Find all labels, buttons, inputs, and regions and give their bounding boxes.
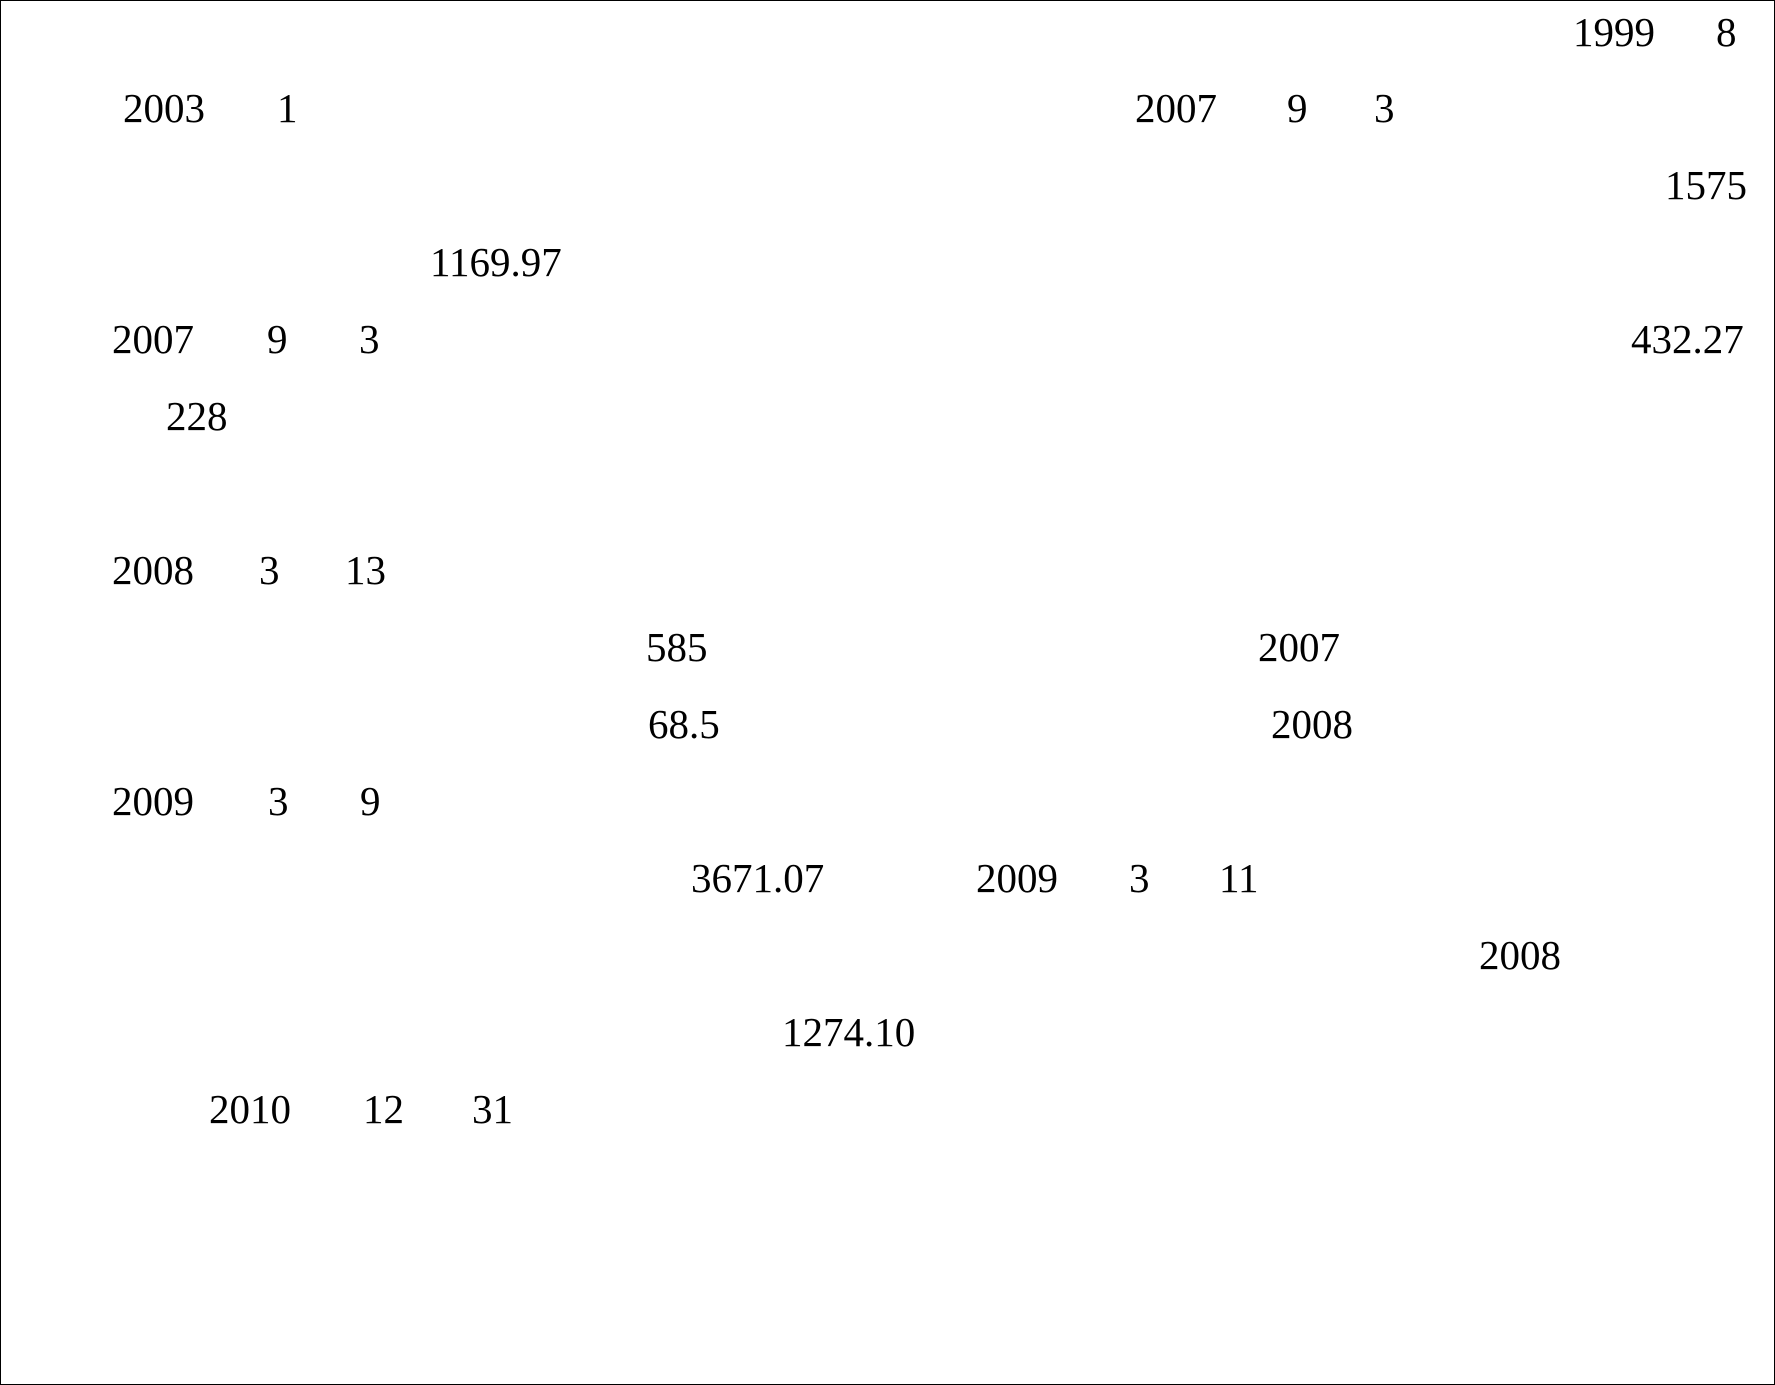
text-token: 13 <box>345 547 386 593</box>
text-token: 2008 <box>112 547 194 593</box>
text-token: 9 <box>267 316 288 362</box>
text-token: 2003 <box>123 85 205 131</box>
text-token: 3 <box>259 547 280 593</box>
text-token: 3 <box>359 316 380 362</box>
text-token: 12 <box>363 1086 404 1132</box>
text-token: 9 <box>360 778 381 824</box>
text-token: 1999 <box>1573 9 1655 55</box>
text-token: 2008 <box>1271 701 1353 747</box>
text-token: 2009 <box>112 778 194 824</box>
text-token: 2007 <box>1258 624 1340 670</box>
text-token: 3 <box>1129 855 1150 901</box>
text-token: 585 <box>646 624 708 670</box>
text-token: 3 <box>268 778 289 824</box>
text-token: 11 <box>1219 855 1259 901</box>
text-token: 68.5 <box>648 701 720 747</box>
text-token: 8 <box>1716 9 1737 55</box>
text-token: 9 <box>1287 85 1308 131</box>
text-token: 2007 <box>112 316 194 362</box>
text-token: 228 <box>166 393 228 439</box>
text-token: 1575 <box>1665 162 1747 208</box>
text-token: 3671.07 <box>691 855 825 901</box>
text-token: 1169.97 <box>430 239 562 285</box>
text-token: 3 <box>1374 85 1395 131</box>
text-token: 2010 <box>209 1086 291 1132</box>
text-token: 2007 <box>1135 85 1217 131</box>
text-token: 1 <box>277 85 298 131</box>
text-token: 2008 <box>1479 932 1561 978</box>
text-token: 432.27 <box>1631 316 1744 362</box>
text-token: 31 <box>472 1086 513 1132</box>
text-token: 1274.10 <box>782 1009 916 1055</box>
text-token: 2009 <box>976 855 1058 901</box>
